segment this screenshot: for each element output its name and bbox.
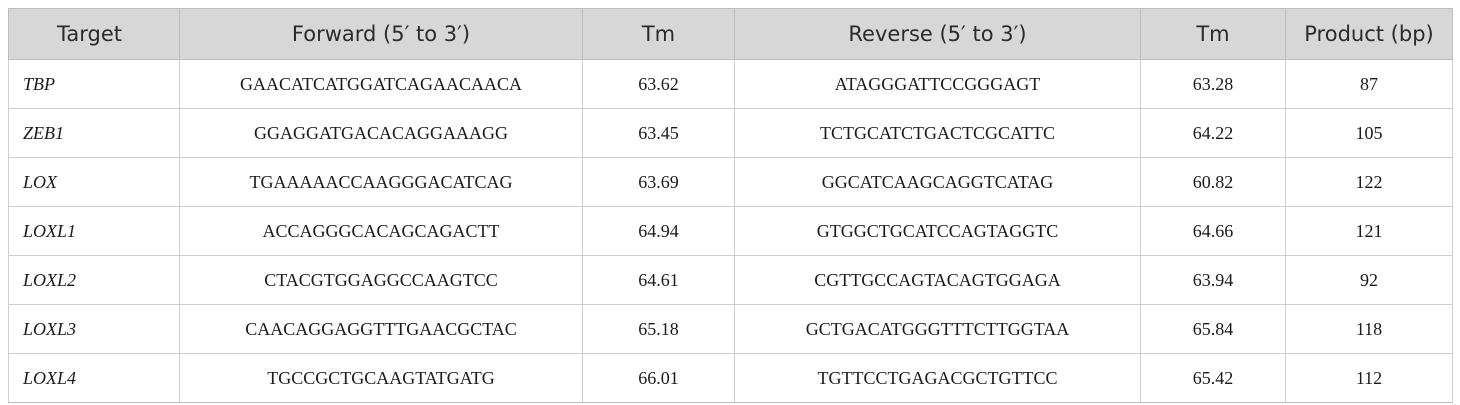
forward-primer-cell: GGAGGATGACACAGGAAAGG [179,108,583,158]
table-row: LOXL3 CAACAGGAGGTTTGAACGCTAC 65.18 GCTGA… [8,304,1453,354]
target-cell: LOXL4 [8,353,180,403]
tm-forward-cell: 64.94 [582,206,735,256]
reverse-primer-cell: TGTTCCTGAGACGCTGTTCC [734,353,1141,403]
tm-forward-cell: 66.01 [582,353,735,403]
tm-reverse-cell: 60.82 [1140,157,1286,207]
target-cell: TBP [8,59,180,109]
forward-primer-cell: GAACATCATGGATCAGAACAACA [179,59,583,109]
product-cell: 121 [1285,206,1453,256]
tm-reverse-cell: 64.66 [1140,206,1286,256]
reverse-primer-cell: TCTGCATCTGACTCGCATTC [734,108,1141,158]
primer-table: Target Forward (5′ to 3′) Tm Reverse (5′… [8,8,1453,403]
forward-primer-cell: CAACAGGAGGTTTGAACGCTAC [179,304,583,354]
tm-reverse-cell: 63.28 [1140,59,1286,109]
target-cell: ZEB1 [8,108,180,158]
table-row: ZEB1 GGAGGATGACACAGGAAAGG 63.45 TCTGCATC… [8,108,1453,158]
forward-primer-cell: TGCCGCTGCAAGTATGATG [179,353,583,403]
header-target: Target [8,8,180,60]
header-tm-reverse: Tm [1140,8,1286,60]
reverse-primer-cell: GTGGCTGCATCCAGTAGGTC [734,206,1141,256]
header-row: Target Forward (5′ to 3′) Tm Reverse (5′… [8,8,1453,60]
table-row: TBP GAACATCATGGATCAGAACAACA 63.62 ATAGGG… [8,59,1453,109]
table-row: LOXL1 ACCAGGGCACAGCAGACTT 64.94 GTGGCTGC… [8,206,1453,256]
tm-forward-cell: 64.61 [582,255,735,305]
tm-reverse-cell: 63.94 [1140,255,1286,305]
product-cell: 122 [1285,157,1453,207]
tm-reverse-cell: 64.22 [1140,108,1286,158]
header-tm-forward: Tm [582,8,735,60]
forward-primer-cell: CTACGTGGAGGCCAAGTCC [179,255,583,305]
header-product: Product (bp) [1285,8,1453,60]
tm-forward-cell: 63.62 [582,59,735,109]
product-cell: 87 [1285,59,1453,109]
forward-primer-cell: ACCAGGGCACAGCAGACTT [179,206,583,256]
tm-reverse-cell: 65.42 [1140,353,1286,403]
target-cell: LOXL2 [8,255,180,305]
primer-table-container: Target Forward (5′ to 3′) Tm Reverse (5′… [8,8,1453,403]
target-cell: LOX [8,157,180,207]
target-cell: LOXL1 [8,206,180,256]
product-cell: 112 [1285,353,1453,403]
reverse-primer-cell: GCTGACATGGGTTTCTTGGTAA [734,304,1141,354]
product-cell: 92 [1285,255,1453,305]
reverse-primer-cell: ATAGGGATTCCGGGAGT [734,59,1141,109]
table-row: LOX TGAAAAACCAAGGGACATCAG 63.69 GGCATCAA… [8,157,1453,207]
table-row: LOXL2 CTACGTGGAGGCCAAGTCC 64.61 CGTTGCCA… [8,255,1453,305]
target-cell: LOXL3 [8,304,180,354]
header-reverse: Reverse (5′ to 3′) [734,8,1141,60]
product-cell: 105 [1285,108,1453,158]
tm-forward-cell: 63.45 [582,108,735,158]
tm-reverse-cell: 65.84 [1140,304,1286,354]
reverse-primer-cell: GGCATCAAGCAGGTCATAG [734,157,1141,207]
product-cell: 118 [1285,304,1453,354]
tm-forward-cell: 63.69 [582,157,735,207]
tm-forward-cell: 65.18 [582,304,735,354]
table-row: LOXL4 TGCCGCTGCAAGTATGATG 66.01 TGTTCCTG… [8,353,1453,403]
forward-primer-cell: TGAAAAACCAAGGGACATCAG [179,157,583,207]
header-forward: Forward (5′ to 3′) [179,8,583,60]
reverse-primer-cell: CGTTGCCAGTACAGTGGAGA [734,255,1141,305]
